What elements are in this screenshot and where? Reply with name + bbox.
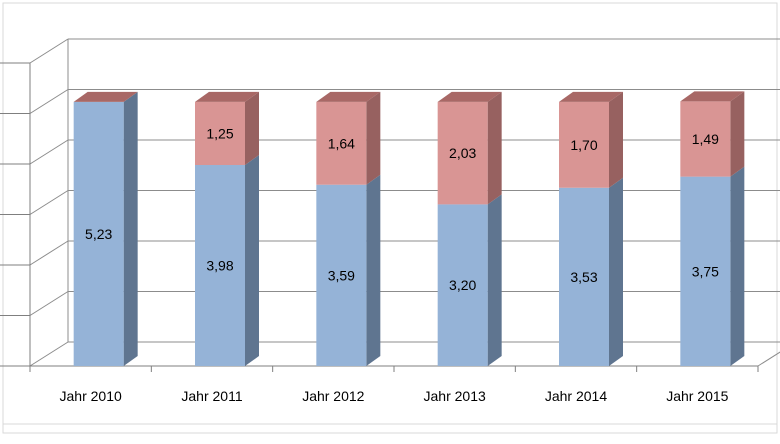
bar-lower [559, 187, 609, 366]
data-label-upper: 2,03 [449, 145, 476, 161]
bar-stack [316, 91, 381, 366]
bar-lower [195, 165, 245, 366]
x-tick-label: Jahr 2014 [545, 388, 607, 404]
bar-top [680, 91, 745, 102]
x-tick-label: Jahr 2010 [60, 388, 122, 404]
bar-upper [559, 101, 609, 188]
bar-upper-side [609, 91, 623, 188]
bar-upper-side [366, 91, 381, 185]
bar-lower [437, 204, 488, 366]
x-tick-label: Jahr 2015 [666, 388, 728, 404]
chart-frame [2, 2, 778, 434]
data-label-upper: 1,49 [692, 131, 719, 147]
bar-top [437, 91, 502, 102]
bars [73, 91, 745, 366]
bar-top [559, 91, 623, 102]
data-label-lower: 3,53 [570, 269, 597, 285]
bar-lower [680, 176, 731, 366]
x-tick-label: Jahr 2011 [181, 388, 242, 404]
bar-upper-side [487, 91, 502, 205]
gridline-diagonal [29, 89, 69, 114]
x-tick-label: Jahr 2012 [302, 388, 364, 404]
gridline-diagonal [29, 291, 69, 316]
data-labels: 5,23 3,98 1,25 3,59 1,64 3,20 2,03 3,53 1,70 3,75… [85, 125, 719, 293]
bar-lower-side [366, 174, 381, 366]
bar-stack [195, 91, 259, 366]
bar-lower-side [730, 166, 745, 366]
x-tick-label: Jahr 2013 [424, 388, 486, 404]
bar-upper [680, 101, 731, 177]
x-axis: Jahr 2010 Jahr 2011 Jahr 2012 Jahr 2013 Jahr… [29, 351, 780, 404]
bar-lower-side [487, 194, 502, 366]
gridline-diagonal [29, 341, 69, 367]
bar-stack [680, 91, 745, 366]
data-label-upper: 1,70 [570, 137, 597, 153]
bar-stack [437, 91, 502, 366]
bar-top [316, 91, 381, 102]
bar-upper [316, 101, 367, 185]
data-label-lower: 3,75 [692, 263, 719, 279]
gridline-diagonal [29, 139, 69, 165]
gridline-diagonal [29, 190, 69, 215]
floor-right-edge [757, 351, 780, 367]
gridlines [29, 38, 780, 367]
data-label-lower: 3,98 [206, 258, 233, 274]
bar-upper-side [730, 91, 745, 177]
bar-upper-side [245, 91, 259, 166]
gridline-diagonal [29, 240, 69, 266]
bar-top [73, 91, 138, 102]
data-label-upper: 1,64 [328, 135, 355, 151]
data-label-lower: 3,20 [449, 277, 476, 293]
bar-lower [73, 101, 124, 366]
data-label-lower: 5,23 [85, 226, 112, 242]
bar-upper [437, 101, 488, 205]
data-label-lower: 3,59 [328, 267, 355, 283]
bar-lower-side [609, 177, 623, 366]
bar-lower-side [245, 155, 259, 366]
bar-lower [316, 184, 367, 366]
bar-lower-side [123, 91, 138, 366]
bar-upper [195, 101, 245, 166]
y-axis [0, 62, 31, 367]
data-label-upper: 1,25 [206, 125, 233, 141]
bar-top [195, 91, 259, 102]
bar-stack [559, 91, 623, 366]
bar-stack [73, 91, 138, 366]
gridline-diagonal [29, 38, 69, 64]
